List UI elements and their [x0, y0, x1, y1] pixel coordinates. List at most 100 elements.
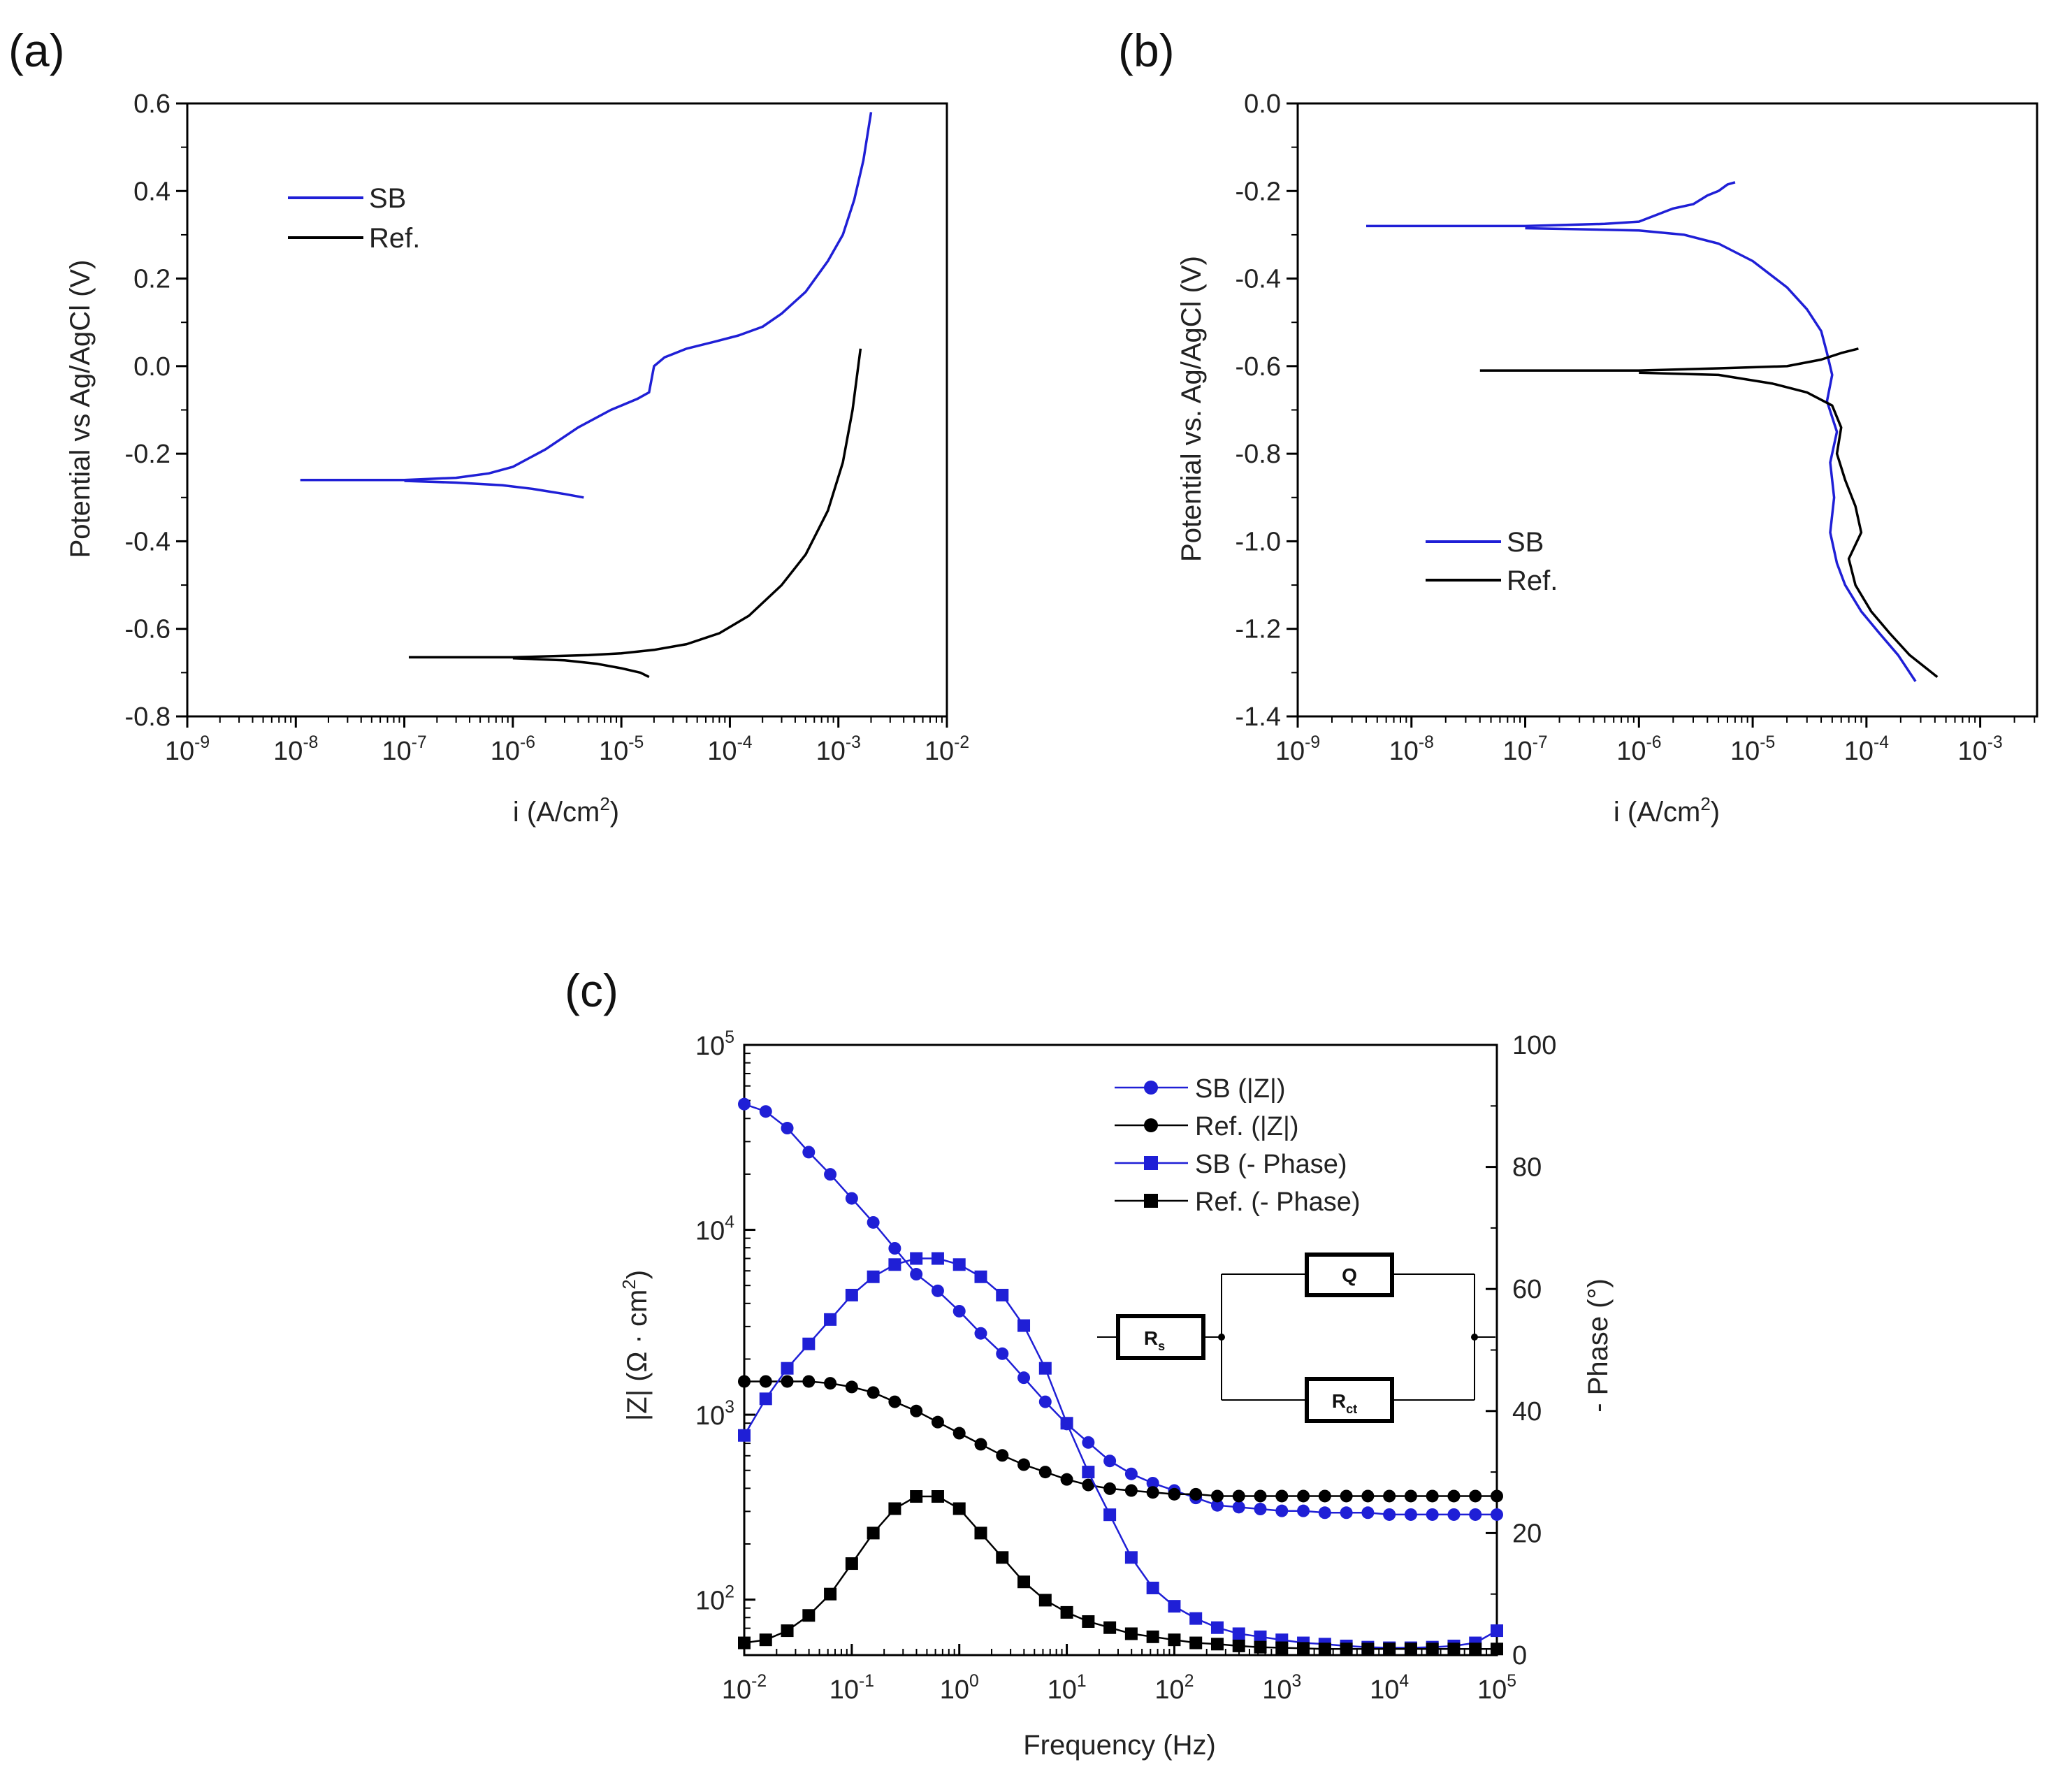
panel-b-y-tick-label: -1.0: [1236, 527, 1281, 556]
panel-c-data-point: [1254, 1630, 1267, 1643]
panel-c-data-point: [1404, 1489, 1417, 1503]
panel-c-data-point: [802, 1337, 816, 1350]
panel-c-data-point: [974, 1270, 987, 1283]
panel-c-data-point: [759, 1375, 772, 1388]
panel-c-data-point: [781, 1375, 794, 1388]
panel-c-y-right-tick-label: 20: [1512, 1519, 1542, 1548]
panel-c-y-left-tick-label: 102: [695, 1583, 734, 1616]
panel-c-data-point: [996, 1551, 1009, 1564]
panel-c-data-point: [1060, 1417, 1073, 1430]
panel-c-data-point: [738, 1429, 751, 1442]
panel-c-data-point: [1038, 1466, 1052, 1479]
panel-c-legend-sb-z-marker: [1144, 1081, 1158, 1095]
panel-c-data-point: [1168, 1633, 1181, 1647]
panel-a-x-tick-label: 10-7: [382, 733, 426, 766]
panel-c-legend-sb-phase-marker: [1144, 1156, 1158, 1170]
panel-c-data-point: [1103, 1621, 1117, 1634]
panel-c-series-line: [744, 1495, 1497, 1650]
panel-c-y-left-axis-label: |Z| (Ω · cm2): [618, 1270, 653, 1421]
panel-b-y-tick-label: -1.4: [1236, 702, 1281, 732]
panel-a-y-tick-label: 0.4: [133, 177, 171, 206]
panel-c-data-point: [781, 1122, 794, 1135]
panel-c-data-point: [1017, 1458, 1031, 1471]
panel-b-x-tick-label: 10-9: [1275, 733, 1320, 766]
panel-a-y-axis-label: Potential vs Ag/AgCl (V): [65, 260, 96, 558]
panel-c-data-point: [1124, 1551, 1138, 1564]
panel-c-data-point: [1124, 1627, 1138, 1640]
circuit-rct-label: Rct: [1332, 1390, 1357, 1416]
panel-c-data-point: [1254, 1489, 1267, 1503]
plot-c-area: 10-2 10-1 100 101 102 103 104 10510210310410502…: [695, 1028, 1556, 1705]
panel-b-label: (b): [1118, 24, 1175, 76]
panel-c-data-point: [824, 1587, 837, 1601]
panel-c-data-point: [759, 1633, 772, 1647]
panel-c-data-point: [781, 1624, 794, 1638]
panel-c-data-point: [802, 1375, 816, 1388]
panel-c-data-point: [1124, 1467, 1138, 1480]
panel-c-data-point: [1210, 1621, 1224, 1634]
panel-c-data-point: [845, 1192, 858, 1205]
panel-c-data-point: [781, 1362, 794, 1375]
panel-c-data-point: [888, 1258, 901, 1271]
panel-a-x-axis-label: i (A/cm2): [513, 793, 619, 828]
panel-c-data-point: [1297, 1489, 1310, 1503]
panel-c-data-point: [952, 1502, 966, 1515]
panel-c-data-point: [867, 1270, 880, 1283]
panel-c-legend-ref-z-label: Ref. (|Z|): [1195, 1112, 1299, 1141]
equivalent-circuit: [1097, 1253, 1495, 1423]
panel-c-data-point: [1404, 1643, 1417, 1656]
panel-b-y-tick-label: -0.6: [1236, 352, 1281, 382]
panel-c-data-point: [996, 1449, 1009, 1462]
panel-c-data-point: [759, 1392, 772, 1406]
panel-c-data-point: [910, 1490, 923, 1503]
panel-c-data-point: [1168, 1487, 1181, 1501]
panel-a-legend: SB Ref.: [288, 183, 420, 254]
panel-a-x-tick-label: 10-4: [707, 733, 752, 766]
panel-c-data-point: [1210, 1499, 1224, 1512]
panel-c-data-point: [1361, 1643, 1375, 1656]
panel-c-legend-ref-z-marker: [1144, 1118, 1158, 1132]
panel-c-data-point: [1383, 1643, 1396, 1656]
panel-c-data-point: [1447, 1643, 1461, 1656]
panel-c-data-point: [1426, 1489, 1439, 1503]
panel-c-data-point: [1275, 1641, 1289, 1654]
panel-b: (b) 10-9 10-8 10-7 10-6 10-5 10-4 10-3 0.0 -0.2 -…: [1118, 24, 2038, 828]
panel-a-label: (a): [8, 24, 65, 76]
panel-b-x-tick-label: 10-3: [1957, 733, 2002, 766]
panel-a-x-tick-label: 10-9: [165, 733, 210, 766]
panel-a-series-line: [512, 656, 650, 679]
panel-c-x-axis-label: Frequency (Hz): [1023, 1730, 1216, 1761]
panel-c-data-point: [1447, 1489, 1461, 1503]
panel-c-data-point: [845, 1557, 858, 1571]
panel-c-data-point: [1060, 1605, 1073, 1619]
panel-c-legend-ref-phase: Ref. (- Phase): [1115, 1188, 1361, 1217]
panel-c-data-point: [952, 1304, 966, 1318]
panel-c-legend-ref-z: Ref. (|Z|): [1115, 1112, 1299, 1141]
panel-b-legend-ref-label: Ref.: [1507, 565, 1558, 596]
panel-c-y-right-tick-label: 100: [1512, 1031, 1556, 1060]
panel-c-data-point: [1103, 1454, 1117, 1468]
panel-c-data-point: [759, 1105, 772, 1118]
panel-a-x-tick-label: 10-6: [491, 733, 535, 766]
panel-c-x-tick-label: 100: [940, 1672, 979, 1705]
panel-b-y-axis-label: Potential vs. Ag/AgCl (V): [1176, 256, 1207, 562]
panel-b-series-line: [1366, 181, 1736, 228]
panel-c-data-point: [1038, 1362, 1052, 1375]
panel-c-data-point: [1103, 1482, 1117, 1495]
panel-c-data-point: [1491, 1643, 1503, 1656]
panel-c-data-point: [1082, 1466, 1095, 1479]
panel-c-data-point: [1017, 1319, 1031, 1332]
panel-c-legend-ref-phase-label: Ref. (- Phase): [1195, 1188, 1361, 1217]
panel-c-data-point: [845, 1288, 858, 1301]
panel-b-series-line: [1479, 347, 1859, 372]
panel-c-data-point: [1469, 1643, 1482, 1656]
panel-c-data-point: [888, 1395, 901, 1408]
panel-c-data-point: [1340, 1489, 1353, 1503]
panel-b-legend-sb-label: SB: [1507, 527, 1544, 558]
panel-c-data-point: [1469, 1508, 1482, 1521]
panel-c-y-left-tick-label: 104: [695, 1213, 734, 1246]
panel-c-legend-sb-phase: SB (- Phase): [1115, 1150, 1347, 1179]
panel-c-x-tick-label: 103: [1262, 1672, 1301, 1705]
panel-a-x-tick-label: 10-8: [273, 733, 318, 766]
